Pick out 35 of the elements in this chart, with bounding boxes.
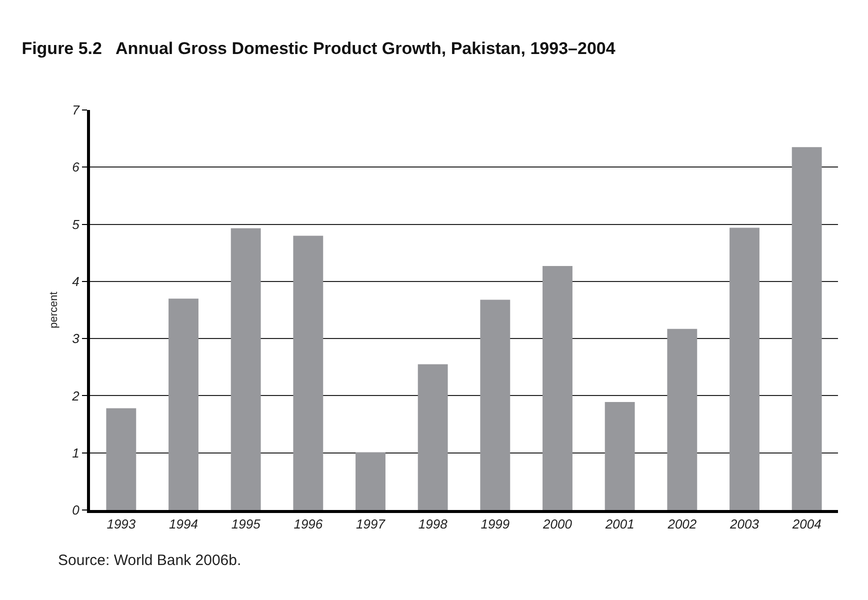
y-tick-label: 5	[72, 216, 80, 232]
bar	[792, 147, 822, 510]
bar	[604, 402, 635, 510]
x-tick-label: 1993	[106, 516, 136, 532]
y-axis-title: percent	[48, 292, 60, 328]
y-tick-label: 4	[72, 274, 80, 289]
y-tick-label: 2	[71, 388, 80, 404]
x-tick-label: 2004	[791, 516, 822, 532]
bar	[480, 300, 510, 510]
source-note: Source: World Bank 2006b.	[58, 552, 242, 569]
x-tick-label: 1995	[231, 516, 262, 532]
y-tick-label: 7	[72, 102, 80, 118]
x-tick-label: 1998	[418, 516, 448, 532]
y-tick-label: 0	[72, 502, 80, 518]
bar	[542, 266, 572, 510]
x-tick-label: 1996	[294, 516, 324, 532]
bar	[293, 236, 324, 510]
x-tick-label: 2003	[729, 516, 760, 532]
x-tick-label: 2000	[542, 516, 573, 532]
y-tick-label: 6	[72, 160, 80, 175]
bar	[667, 328, 698, 510]
bar	[418, 364, 448, 510]
chart-title: Figure 5.2 Annual Gross Domestic Product Growth, Pakistan, 1993–2004	[22, 38, 616, 58]
bar	[730, 228, 760, 510]
y-tick-label: 1	[72, 445, 80, 460]
x-tick-label: 1999	[480, 516, 510, 532]
bar	[106, 408, 136, 510]
bar	[168, 298, 198, 510]
bar	[230, 228, 261, 510]
x-tick-label: 1994	[169, 516, 198, 532]
x-tick-label: 2002	[666, 516, 698, 532]
bar	[356, 452, 386, 510]
x-tick-label: 2001	[604, 516, 634, 532]
x-tick-label: 1997	[356, 516, 386, 532]
y-tick-label: 3	[72, 331, 80, 346]
